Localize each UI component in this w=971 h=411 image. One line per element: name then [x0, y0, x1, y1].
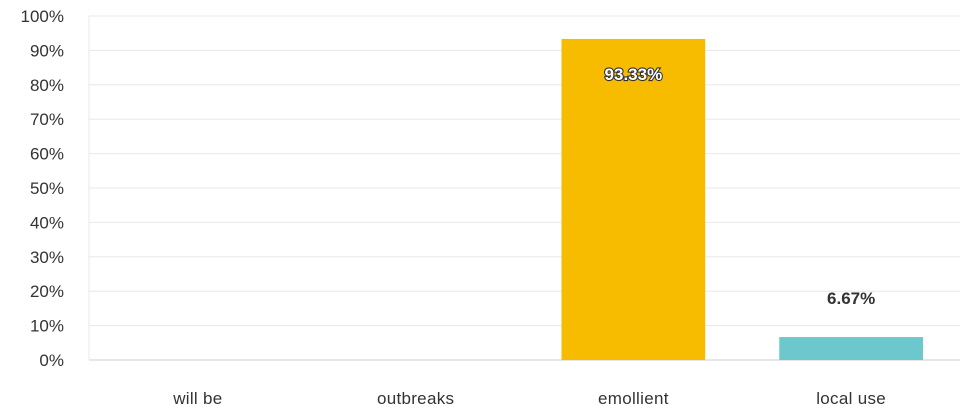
y-tick-label: 90%	[30, 41, 64, 60]
x-category-label: emollient	[598, 389, 669, 408]
y-tick-label: 70%	[30, 110, 64, 129]
x-axis-category-labels: will be outbreaks emollient local use	[172, 389, 886, 408]
y-tick-label: 40%	[30, 213, 64, 232]
y-tick-label: 100%	[21, 7, 64, 26]
x-category-label: will be	[172, 389, 222, 408]
bar-local-use	[779, 337, 923, 360]
y-tick-label: 10%	[30, 317, 64, 336]
y-tick-label: 0%	[39, 351, 64, 370]
y-tick-label: 20%	[30, 282, 64, 301]
y-tick-label: 30%	[30, 248, 64, 267]
y-tick-label: 80%	[30, 76, 64, 95]
data-label: 93.33%	[605, 65, 663, 84]
data-labels: 93.33% 6.67%	[603, 64, 875, 308]
gridlines	[88, 15, 960, 361]
bar-emollient	[561, 38, 706, 361]
bars	[561, 38, 923, 361]
x-category-label: local use	[816, 389, 886, 408]
data-label: 6.67%	[827, 289, 875, 308]
y-axis-tick-labels: 0% 10% 20% 30% 40% 50% 60% 70% 80% 90% 100%	[21, 7, 64, 370]
x-category-label: outbreaks	[377, 389, 454, 408]
y-tick-label: 60%	[30, 145, 64, 164]
y-tick-label: 50%	[30, 179, 64, 198]
